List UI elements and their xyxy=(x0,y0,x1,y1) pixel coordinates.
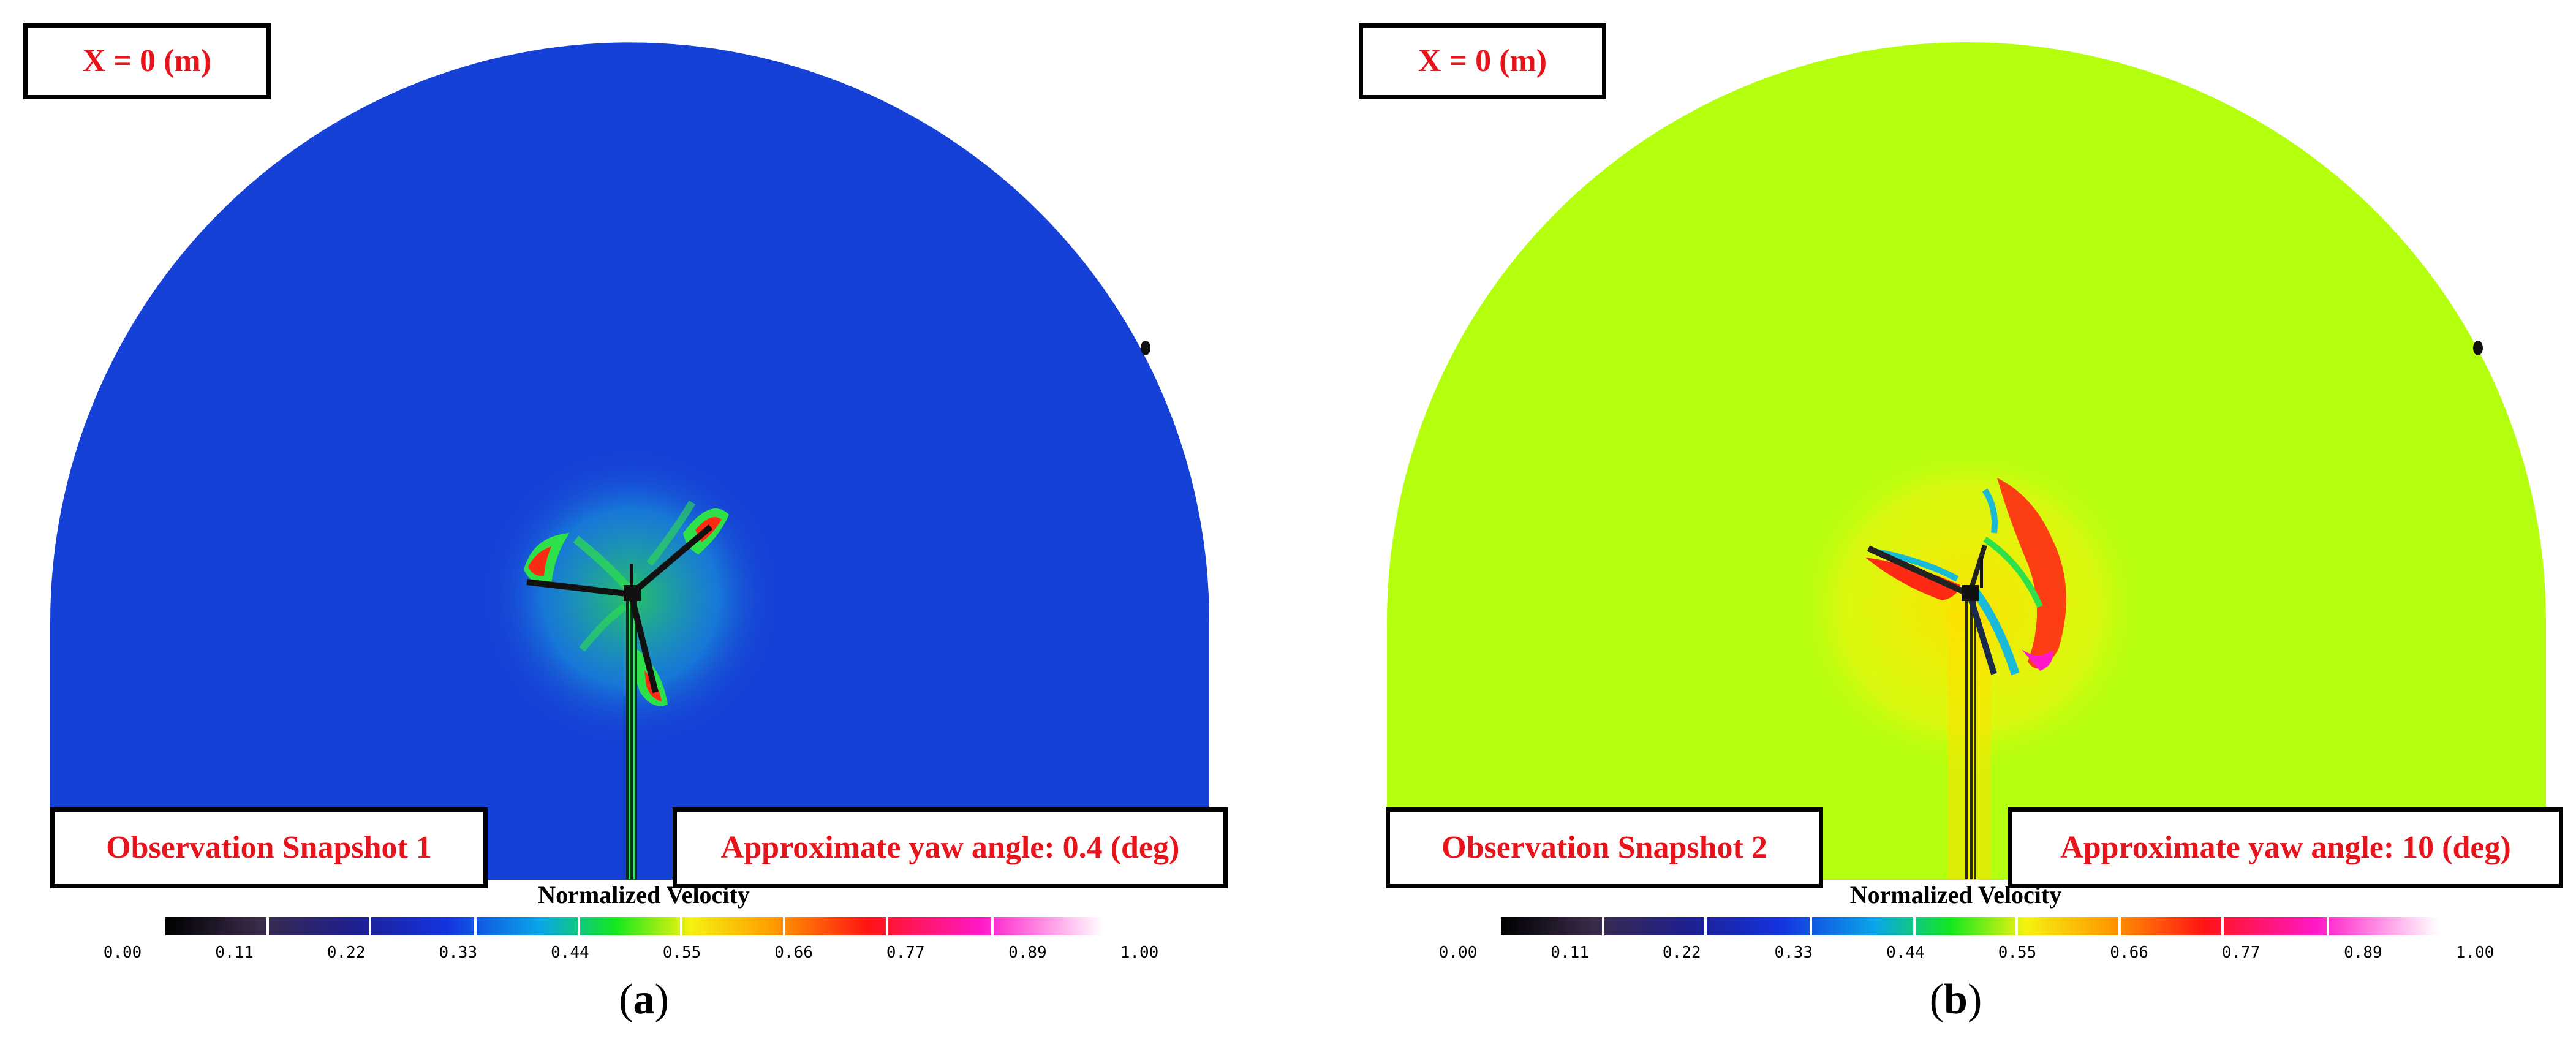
tick-label: 0.44 xyxy=(551,943,589,962)
tick-label: 0.11 xyxy=(215,943,254,962)
tick-label: 0.44 xyxy=(1886,943,1925,962)
x-position-label: X = 0 (m) xyxy=(23,23,271,99)
yaw-angle-label: Approximate yaw angle: 10 (deg) xyxy=(2008,807,2563,888)
tick-label: 0.66 xyxy=(2110,943,2148,962)
colorbar xyxy=(1501,917,2438,935)
tick-label: 0.00 xyxy=(1438,943,1478,962)
colorbar-ticks: 0.00 0.11 0.22 0.33 0.44 0.55 0.66 0.77 … xyxy=(1439,943,2495,968)
tick-label: 0.55 xyxy=(1998,943,2037,962)
colorbar-title: Normalized Velocity xyxy=(1849,881,2062,909)
snapshot-label: Observation Snapshot 2 xyxy=(1386,807,1823,888)
tick-label: 0.11 xyxy=(1551,943,1589,962)
tick-label: 0.22 xyxy=(1662,943,1701,962)
tick-label: 0.33 xyxy=(1774,943,1813,962)
tick-label: 1.00 xyxy=(2455,943,2495,962)
tick-label: 0.55 xyxy=(662,943,701,962)
velocity-field-b xyxy=(1387,42,2546,935)
tick-label: 0.00 xyxy=(103,943,142,962)
tick-label: 1.00 xyxy=(1120,943,1159,962)
panel-caption: (a) xyxy=(619,976,669,1023)
turbine xyxy=(1867,544,1997,879)
snapshot-label: Observation Snapshot 1 xyxy=(50,807,488,888)
tick-label: 0.22 xyxy=(327,943,366,962)
x-position-label: X = 0 (m) xyxy=(1359,23,1606,99)
panel-a: X = 0 (m) Observation Snapshot 1 Approxi… xyxy=(23,23,1228,1023)
tick-label: 0.77 xyxy=(2221,943,2261,962)
velocity-field-a xyxy=(50,42,1209,935)
tick-label: 0.89 xyxy=(2344,943,2382,962)
tick-label: 0.66 xyxy=(774,943,813,962)
panel-caption: (b) xyxy=(1929,976,1982,1023)
tick-label: 0.33 xyxy=(439,943,478,962)
panel-b: X = 0 (m) Observation Snapshot 2 Approxi… xyxy=(1335,0,2576,1047)
colorbar-title: Normalized Velocity xyxy=(538,881,750,909)
tick-label: 0.89 xyxy=(1008,943,1047,962)
colorbar-ticks: 0.00 0.11 0.22 0.33 0.44 0.55 0.66 0.77 … xyxy=(104,943,1159,968)
tick-label: 0.77 xyxy=(886,943,925,962)
yaw-angle-label: Approximate yaw angle: 0.4 (deg) xyxy=(673,807,1228,888)
colorbar xyxy=(165,917,1103,935)
turbine xyxy=(526,524,713,879)
